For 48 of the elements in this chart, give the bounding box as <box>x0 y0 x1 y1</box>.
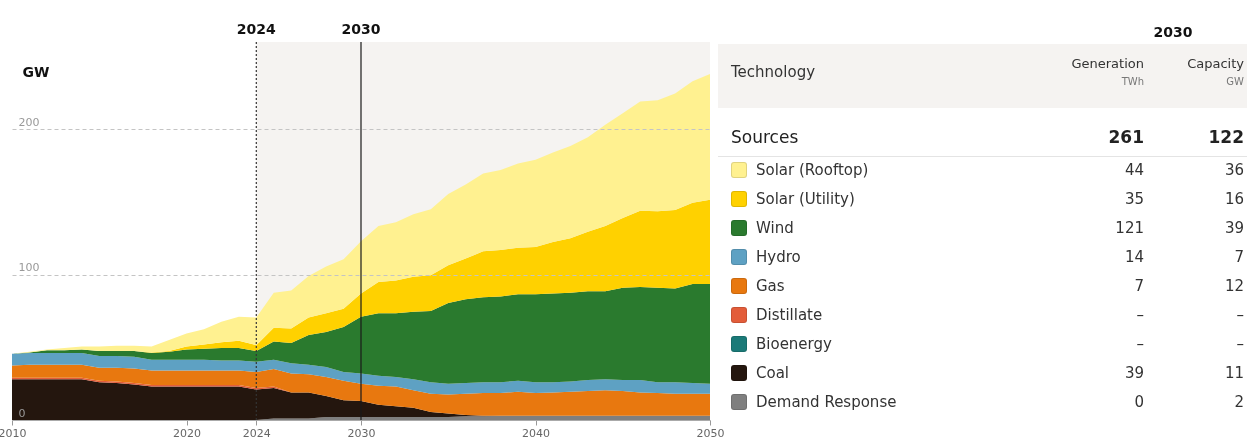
y-tick-label: 100 <box>18 261 40 275</box>
data-label: 35 <box>1124 190 1144 208</box>
data-label: 14 <box>1124 248 1144 266</box>
data-label: – <box>1136 306 1144 324</box>
category-label: Gas <box>756 277 785 295</box>
legend-title: Sources <box>731 127 799 148</box>
data-label: – <box>1236 306 1244 324</box>
text: Generation <box>1071 56 1144 72</box>
y-axis-title: GW <box>22 63 50 80</box>
category-label: Solar (Utility) <box>756 190 855 208</box>
data-label: 2 <box>1234 393 1244 411</box>
text: Capacity <box>1187 56 1244 72</box>
data-label: 7 <box>1134 277 1144 295</box>
data-label: – <box>1236 335 1244 353</box>
data-label: 121 <box>1115 219 1144 237</box>
data-label: 11 <box>1224 364 1244 382</box>
category-label: Demand Response <box>756 393 897 411</box>
data-label: 0 <box>1134 393 1144 411</box>
category-label: Bioenergy <box>756 335 832 353</box>
data-label: 12 <box>1224 277 1244 295</box>
data-label: 16 <box>1224 190 1244 208</box>
x-tick-label: 2010 <box>0 426 27 440</box>
category-label: Wind <box>756 219 794 237</box>
data-label: 44 <box>1124 161 1144 179</box>
data-label: 39 <box>1124 364 1144 382</box>
category-label: Coal <box>756 364 790 382</box>
text: 122 <box>1208 127 1244 147</box>
y-tick-label: 0 <box>18 406 26 420</box>
x-tick-label: 2024 <box>242 426 271 440</box>
x-tick-label: 2030 <box>347 426 376 440</box>
category-label: Distillate <box>756 306 823 324</box>
text: GW <box>1226 76 1244 88</box>
ref-line-label: 2030 <box>341 21 381 37</box>
x-tick-label: 2040 <box>522 426 550 440</box>
data-label: 7 <box>1234 248 1244 266</box>
data-label: 36 <box>1224 161 1244 179</box>
category-label: Solar (Rooftop) <box>756 161 869 179</box>
x-tick-label: 2020 <box>173 426 201 440</box>
text: 2030 <box>1152 24 1194 40</box>
category-label: Hydro <box>756 248 801 266</box>
text: 261 <box>1108 127 1144 147</box>
x-tick-label: 2050 <box>696 426 725 440</box>
ref-line-label: 2024 <box>236 21 277 37</box>
text: Technology <box>731 63 816 81</box>
data-label: – <box>1136 335 1144 353</box>
y-tick-label: 200 <box>18 115 40 129</box>
data-label: 39 <box>1224 219 1244 237</box>
text: TWh <box>1121 76 1144 88</box>
